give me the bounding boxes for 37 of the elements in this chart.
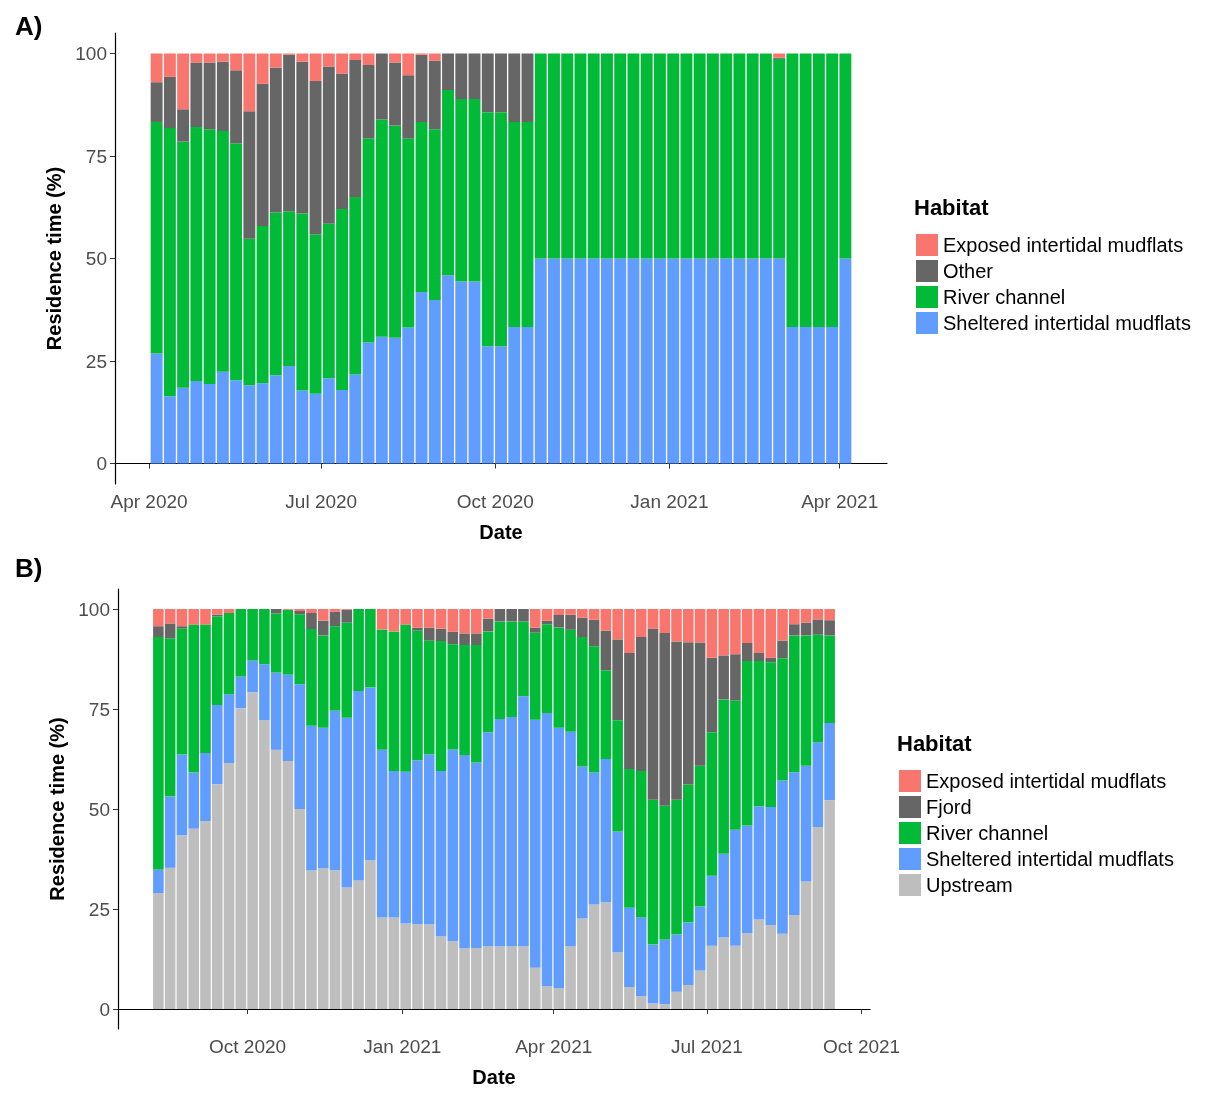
y-tick-label: 25 bbox=[85, 350, 107, 372]
x-axis-title: Date bbox=[472, 1066, 516, 1088]
chart-title: B) bbox=[15, 553, 43, 583]
y-tick-label: 0 bbox=[96, 453, 107, 474]
legend-title: Habitat bbox=[897, 730, 973, 756]
legend-label: Exposed intertidal mudflats bbox=[926, 770, 1167, 792]
legend-label: River channel bbox=[943, 286, 1066, 308]
y-tick-label: 50 bbox=[85, 248, 107, 269]
x-tick-label: Oct 2021 bbox=[823, 1036, 901, 1057]
legend-title: Habitat bbox=[914, 194, 990, 220]
x-tick-label: Apr 2020 bbox=[110, 491, 188, 512]
y-tick-label: 50 bbox=[88, 798, 110, 820]
legend-label: Fjord bbox=[926, 796, 972, 818]
x-tick-label: Jul 2020 bbox=[285, 491, 358, 512]
y-tick-label: 100 bbox=[75, 43, 107, 64]
x-tick-label: Oct 2020 bbox=[208, 1036, 287, 1057]
x-tick-label: Oct 2020 bbox=[456, 491, 534, 512]
y-axis-title: Residence time (%) bbox=[46, 717, 69, 901]
x-tick-label: Apr 2021 bbox=[801, 491, 879, 512]
x-axis-title: Date bbox=[479, 521, 523, 543]
x-tick-label: Apr 2021 bbox=[515, 1036, 593, 1057]
legend-label: Upstream bbox=[926, 874, 1013, 896]
y-tick-label: 75 bbox=[85, 145, 107, 167]
y-tick-label: 100 bbox=[78, 598, 110, 620]
chart-title: A) bbox=[15, 11, 43, 41]
x-tick-label: Jan 2021 bbox=[630, 491, 709, 512]
x-tick-label: Jul 2021 bbox=[670, 1036, 743, 1057]
y-tick-label: 25 bbox=[88, 898, 110, 920]
legend-label: Sheltered intertidal mudflats bbox=[943, 312, 1191, 334]
y-tick-label: 75 bbox=[88, 698, 110, 720]
legend-label: River channel bbox=[926, 822, 1049, 844]
legend-label: Sheltered intertidal mudflats bbox=[926, 848, 1174, 870]
y-axis-title: Residence time (%) bbox=[43, 166, 66, 351]
x-tick-label: Jan 2021 bbox=[363, 1036, 442, 1057]
legend-label: Exposed intertidal mudflats bbox=[943, 234, 1184, 256]
legend-label: Other bbox=[943, 260, 994, 282]
y-tick-label: 0 bbox=[99, 998, 110, 1020]
